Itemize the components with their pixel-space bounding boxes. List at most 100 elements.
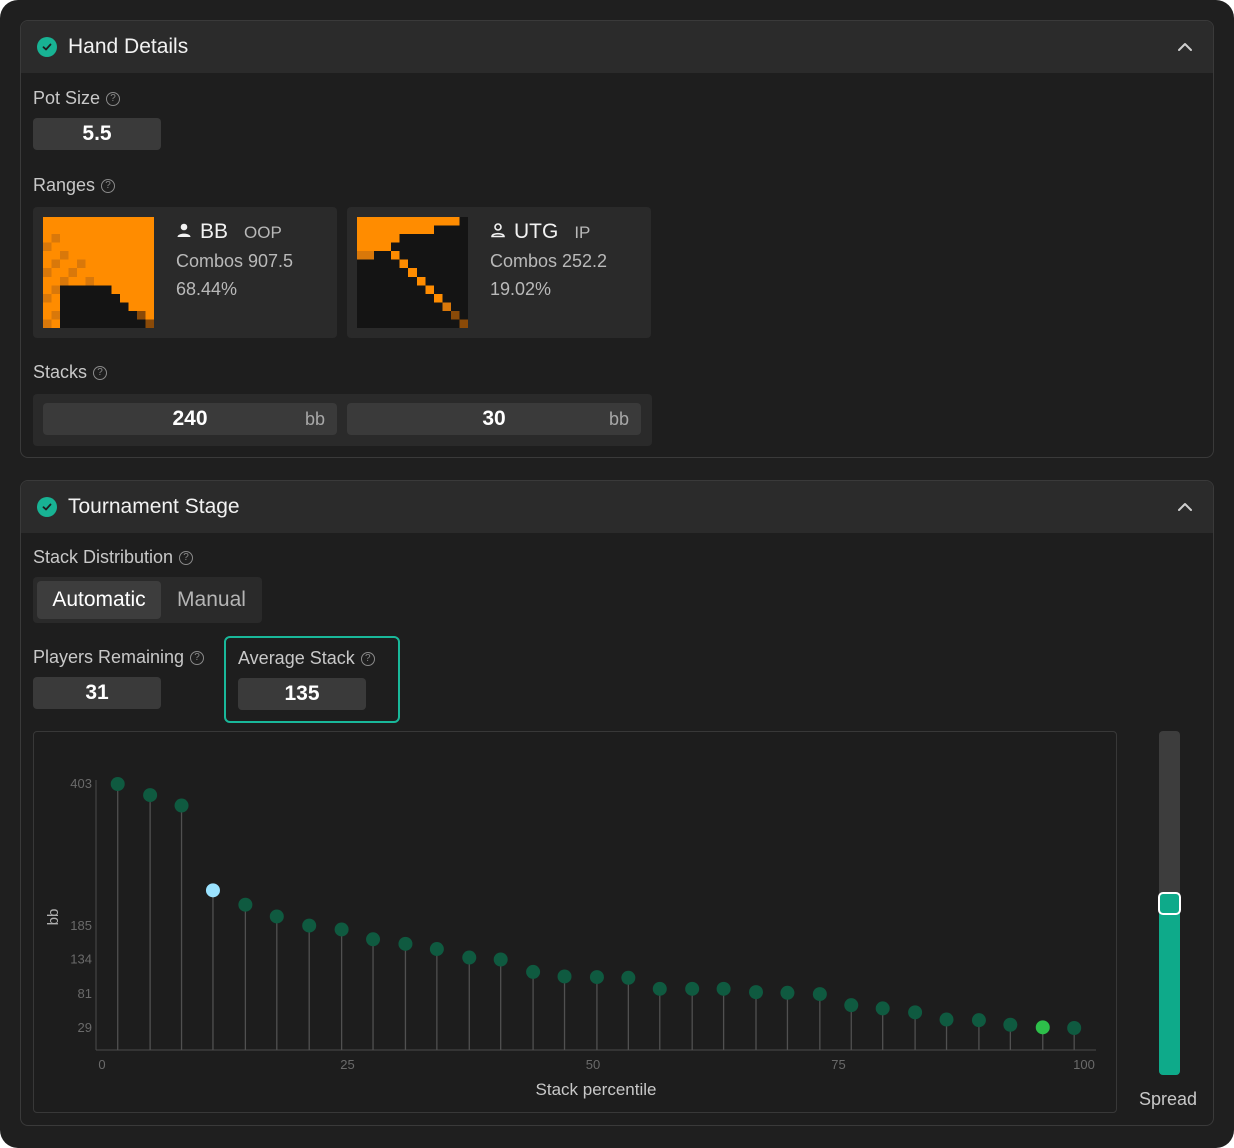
help-icon[interactable]: ?	[93, 365, 108, 380]
data-point	[366, 932, 381, 947]
combos-text: Combos 252.2	[490, 251, 608, 271]
data-point	[205, 883, 220, 898]
data-point	[493, 952, 508, 967]
data-point	[652, 981, 667, 996]
data-point	[875, 1001, 890, 1016]
chevron-up-icon[interactable]	[1175, 497, 1195, 517]
spread-slider[interactable]	[1158, 731, 1181, 1075]
spread-slider-handle[interactable]	[1158, 892, 1181, 915]
data-point	[589, 970, 604, 985]
data-point	[557, 969, 572, 984]
player-position: OOP	[244, 223, 282, 242]
x-axis-label: Stack percentile	[536, 1080, 657, 1099]
spread-label: Spread	[1139, 1089, 1198, 1109]
y-tick-label: 134	[70, 951, 92, 966]
panel-title: Tournament Stage	[68, 495, 240, 518]
average-stack-group: Average Stack ? 135	[224, 636, 400, 723]
check-icon	[37, 37, 57, 57]
help-icon[interactable]: ?	[106, 91, 121, 106]
data-point	[749, 985, 764, 1000]
stacks-label-text: Stacks	[33, 362, 88, 382]
data-point	[302, 918, 317, 933]
data-point	[143, 788, 158, 803]
range-card-utg[interactable]: UTG IP Combos 252.2 19.02%	[347, 207, 651, 338]
data-point	[939, 1012, 954, 1027]
average-stack-label-text: Average Stack	[238, 648, 355, 668]
player-name: BB	[200, 220, 229, 243]
ranges-label: Ranges ?	[33, 175, 116, 196]
y-tick-label: 81	[78, 986, 92, 1001]
stack-value: 240	[172, 407, 208, 430]
player-name-row: UTG IP	[490, 220, 590, 244]
hand-details-panel: Hand Details Pot Size ? 5.5 Ranges ? BB …	[20, 20, 1214, 458]
pot-size-label-text: Pot Size	[33, 88, 101, 108]
data-point	[174, 798, 189, 813]
players-remaining-label-text: Players Remaining	[33, 647, 185, 667]
data-point	[780, 985, 795, 1000]
help-icon[interactable]: ?	[360, 651, 375, 666]
data-point	[812, 987, 827, 1002]
data-point	[269, 909, 284, 924]
stack-distribution-chart: 403 185 134 81 29 0 25 50 75 100 bb Stack percentil…	[33, 731, 1117, 1113]
stack-distribution-label: Stack Distribution ?	[33, 547, 194, 568]
stack-input-utg[interactable]: 30 bb	[347, 403, 641, 435]
stacks-label: Stacks ?	[33, 362, 108, 383]
data-point	[526, 964, 541, 979]
tournament-stage-panel: Tournament Stage Stack Distribution ? Au…	[20, 480, 1214, 1126]
stack-unit: bb	[608, 409, 629, 429]
percent-text: 68.44%	[176, 279, 238, 299]
stack-input-bb[interactable]: 240 bb	[43, 403, 337, 435]
x-tick-label: 0	[98, 1057, 105, 1072]
data-point	[238, 897, 253, 912]
tournament-stage-header[interactable]: Tournament Stage	[21, 481, 1213, 533]
stack-unit: bb	[304, 409, 325, 429]
x-tick-label: 100	[1073, 1057, 1095, 1072]
data-point	[621, 970, 636, 985]
y-axis-label: bb	[45, 909, 62, 926]
y-tick-label: 185	[70, 918, 92, 933]
x-tick-label: 75	[831, 1057, 845, 1072]
data-point	[334, 922, 349, 937]
data-point	[844, 998, 859, 1013]
data-point	[398, 936, 413, 951]
data-point	[429, 942, 444, 957]
y-tick-label: 403	[70, 776, 92, 791]
data-point	[1067, 1021, 1082, 1035]
data-point	[971, 1013, 986, 1028]
stack-distribution-toggle: Automatic Manual	[33, 577, 262, 623]
range-grid-bb[interactable]	[43, 217, 154, 328]
user-outline-icon	[491, 223, 505, 238]
pot-size-input[interactable]: 5.5	[33, 118, 161, 150]
x-tick-label: 50	[586, 1057, 600, 1072]
data-point	[908, 1005, 923, 1020]
data-point	[462, 950, 477, 965]
average-stack-input[interactable]: 135	[238, 678, 366, 710]
ranges-label-text: Ranges	[33, 175, 96, 195]
x-tick-label: 25	[340, 1057, 354, 1072]
range-grid-utg[interactable]	[357, 217, 468, 328]
help-icon[interactable]: ?	[101, 178, 116, 193]
help-icon[interactable]: ?	[179, 550, 194, 565]
chart-svg[interactable]: 403 185 134 81 29 0 25 50 75 100 bb Stack percentil…	[34, 732, 1116, 1112]
players-remaining-label: Players Remaining ?	[33, 647, 205, 668]
data-point	[110, 777, 125, 791]
hand-details-header[interactable]: Hand Details	[21, 21, 1213, 73]
stacks-row: 240 bb 30 bb	[33, 394, 652, 446]
user-icon	[177, 223, 191, 237]
percent-text: 19.02%	[490, 279, 552, 299]
chevron-up-icon[interactable]	[1175, 37, 1195, 57]
manual-option[interactable]: Manual	[177, 588, 246, 611]
data-point	[716, 981, 731, 996]
player-position: IP	[574, 223, 591, 242]
range-card-bb[interactable]: BB OOP Combos 907.5 68.44%	[33, 207, 337, 338]
y-tick-label: 29	[78, 1020, 92, 1035]
players-remaining-input[interactable]: 31	[33, 677, 161, 709]
help-icon[interactable]: ?	[190, 650, 205, 665]
average-stack-label: Average Stack ?	[238, 648, 375, 669]
player-name: UTG	[514, 220, 559, 243]
data-point	[1003, 1017, 1018, 1032]
stack-value: 30	[482, 407, 506, 430]
data-point	[685, 981, 700, 996]
automatic-option[interactable]: Automatic	[37, 581, 161, 619]
